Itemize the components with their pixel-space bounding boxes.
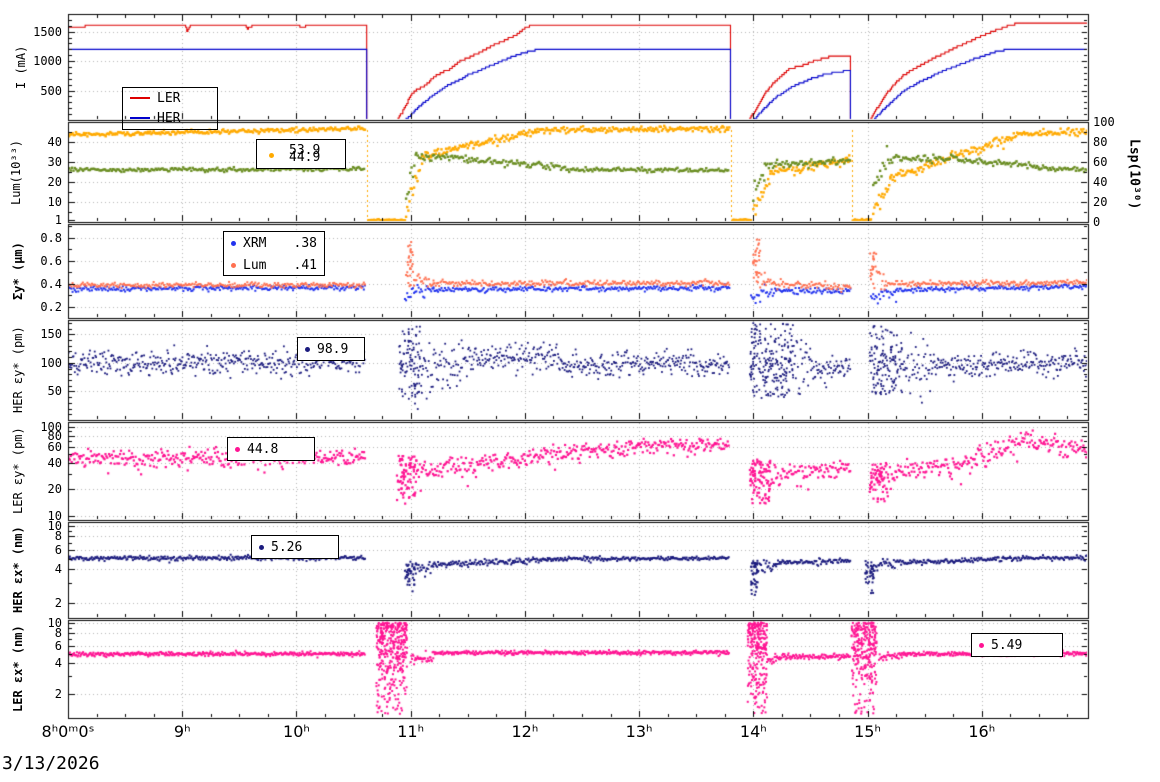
y-tick-label: 40 [47,134,62,149]
right-tick-label: 60 [1093,154,1108,169]
legend-entry-lum-size: Lum .41 [224,254,324,276]
y-axis-title-ler-ey: LER εy* (pm) [11,427,25,515]
legend-ler-label: LER [157,90,181,106]
y-axis-title-her-ex: HER εx* (nm) [11,526,25,614]
ler-line-marker [130,97,150,99]
lum-dot-marker [269,153,274,158]
legend-entry-ler: LER [123,88,217,108]
ler-ey-dot-marker [235,446,240,452]
y-tick-label: 1 [54,212,62,227]
y-tick-label: 0.6 [40,253,62,268]
y-tick-label: 40 [47,455,62,470]
x-tick-label: 10ʰ [283,722,310,741]
legend-ler-ex: 5.49 [971,633,1063,657]
y-tick-label: 0.4 [40,276,62,291]
legend-lum-size-value: .41 [293,257,317,273]
x-tick-label: 16ʰ [968,722,996,741]
legend-her-ex: 5.26 [251,535,339,559]
y-tick-label: 6 [54,638,62,653]
y-tick-label: 10 [47,615,62,630]
legend-ler-ey: 44.8 [227,437,315,461]
legend-her-ey-value: 98.9 [317,341,349,357]
her-line-marker [130,117,150,119]
x-origin-label: 8ʰ0ᵐ0ˢ [41,722,95,741]
right-tick-label: 20 [1093,194,1108,209]
y-axis-title-lsp-right: Lsp(10³⁰) [1126,138,1142,210]
y-tick-label: 10 [47,508,62,523]
her-ex-dot-marker [259,544,264,550]
right-tick-label: 0 [1093,214,1101,229]
legend-ler-ey-value: 44.8 [247,441,279,457]
y-tick-label: 150 [40,326,62,341]
y-tick-label: 0.2 [40,299,62,314]
x-tick-label: 11ʰ [397,722,425,741]
legend-her-ey: 98.9 [297,337,365,361]
y-tick-label: 100 [40,355,62,370]
y-axis-title-sigma-y: Σy* (μm) [11,242,25,300]
legend-lum-value-a: 53.9 [289,143,321,158]
y-tick-label: 100 [40,419,62,434]
y-tick-label: 1000 [33,53,62,68]
y-tick-label: 1500 [33,24,62,39]
legend-ler-ex-value: 5.49 [991,637,1023,653]
y-tick-label: 6 [54,542,62,557]
y-tick-label: 10 [47,518,62,533]
legend-entry-ler-ex: 5.49 [972,634,1062,656]
ler-ex-dot-marker [979,642,984,648]
y-tick-label: 50 [47,383,62,398]
right-tick-label: 40 [1093,174,1108,189]
y-tick-label: 4 [54,561,62,576]
x-tick-label: 9ʰ [173,722,191,741]
legend-entry-her: HER [123,108,217,128]
x-tick-label: 13ʰ [625,722,653,741]
y-tick-label: 80 [47,428,62,443]
x-tick-label: 15ʰ [854,722,881,741]
y-tick-label: 2 [54,595,62,610]
xrm-dot-marker [231,240,236,246]
legend-lum-value-b: 44.9 [289,150,321,165]
date-label: 3/13/2026 [2,753,100,774]
legend-entry-her-ey: 98.9 [298,338,364,360]
legend-entry-ler-ey: 44.8 [228,438,314,460]
y-tick-label: 500 [40,83,62,98]
y-axis-title-her-ey: HER εy* (pm) [11,326,25,414]
y-tick-label: 20 [47,174,62,189]
legend-her-ex-value: 5.26 [271,539,303,555]
right-tick-label: 100 [1093,114,1115,129]
legend-current: LER HER [122,87,218,130]
y-tick-label: 8 [54,625,62,640]
legend-luminosity: 53.9 44.9 [256,139,346,169]
legend-sigma-y: XRM .38 Lum .41 [223,231,325,276]
y-tick-label: 30 [47,154,62,169]
x-tick-label: 12ʰ [511,722,539,741]
legend-xrm-value: .38 [293,235,317,251]
x-tick-label: 14ʰ [739,722,767,741]
legend-entry-her-ex: 5.26 [252,536,338,558]
y-axis-title-current: I (mA) [14,45,28,89]
y-tick-label: 10 [47,194,62,209]
y-tick-label: 60 [47,439,62,454]
y-tick-label: 0.8 [40,230,62,245]
y-tick-label: 8 [54,528,62,543]
y-tick-label: 20 [47,481,62,496]
y-tick-label: 4 [54,655,62,670]
y-axis-title-luminosity: Lum(10³³) [9,139,23,205]
lum-size-dot-marker [231,262,236,268]
her-ey-dot-marker [305,346,310,352]
legend-her-label: HER [157,110,181,126]
y-tick-label: 2 [54,686,62,701]
y-axis-title-ler-ex: LER εx* (nm) [11,625,25,713]
legend-lum-size-label: Lum [243,257,267,273]
legend-xrm-label: XRM [243,235,267,251]
right-tick-label: 80 [1093,134,1108,149]
legend-entry-xrm: XRM .38 [224,232,324,254]
